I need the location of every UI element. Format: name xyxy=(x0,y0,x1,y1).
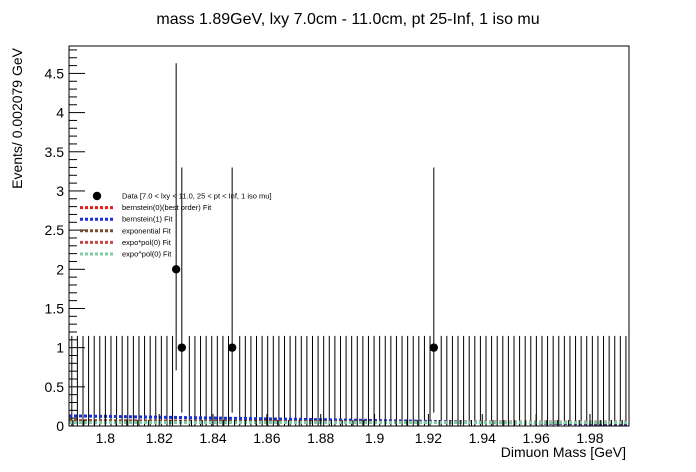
legend-label: expo^pol(0) Fit xyxy=(122,250,172,259)
x-axis-label: Dimuon Mass [GeV] xyxy=(501,444,626,460)
plot-frame xyxy=(68,45,630,427)
data-point xyxy=(171,265,181,274)
chart-title: mass 1.89GeV, lxy 7.0cm - 11.0cm, pt 25-… xyxy=(156,11,539,28)
x-tick-label: 1.94 xyxy=(469,430,496,446)
legend: Data [7.0 < lxy < 11.0, 25 < pt < Inf, 1… xyxy=(80,192,272,259)
x-tick-label: 1.92 xyxy=(415,430,442,446)
data-point xyxy=(177,343,187,352)
y-axis-label: Events/ 0.002079 GeV xyxy=(9,47,25,189)
x-tick-label: 1.84 xyxy=(199,430,226,446)
data-point xyxy=(227,343,237,352)
x-tick-label: 1.82 xyxy=(146,430,173,446)
legend-marker xyxy=(92,191,102,201)
y-tick-label: 2.5 xyxy=(45,222,65,238)
y-tick-label: 3 xyxy=(56,183,64,199)
legend-label: bernstein(1) Fit xyxy=(122,215,173,224)
data-point xyxy=(429,343,439,352)
x-tick-label: 1.9 xyxy=(365,430,385,446)
x-tick-label: 1.98 xyxy=(576,430,603,446)
legend-label: bernstein(0)(best order) Fit xyxy=(122,203,212,212)
y-tick-label: 1 xyxy=(56,340,64,356)
legend-label: exponential Fit xyxy=(122,226,172,235)
y-tick-label: 3.5 xyxy=(45,144,65,160)
x-tick-label: 1.8 xyxy=(96,430,116,446)
legend-label: Data [7.0 < lxy < 11.0, 25 < pt < Inf, 1… xyxy=(122,192,272,201)
x-tick-label: 1.86 xyxy=(253,430,280,446)
x-tick-label: 1.96 xyxy=(522,430,549,446)
x-tick-label: 1.88 xyxy=(307,430,334,446)
y-tick-label: 4.5 xyxy=(45,65,65,81)
y-tick-label: 0 xyxy=(56,418,64,434)
axes: 1.8 1.82 1.84 1.86 1.88 1.9 1.92 1.94 1.96 1.98 0 0… xyxy=(45,49,623,446)
y-tick-label: 2 xyxy=(56,261,64,277)
y-tick-label: 4 xyxy=(56,105,64,121)
y-tick-label: 0.5 xyxy=(45,379,65,395)
y-tick-label: 1.5 xyxy=(45,300,65,316)
legend-label: expo*pol(0) Fit xyxy=(122,238,172,247)
